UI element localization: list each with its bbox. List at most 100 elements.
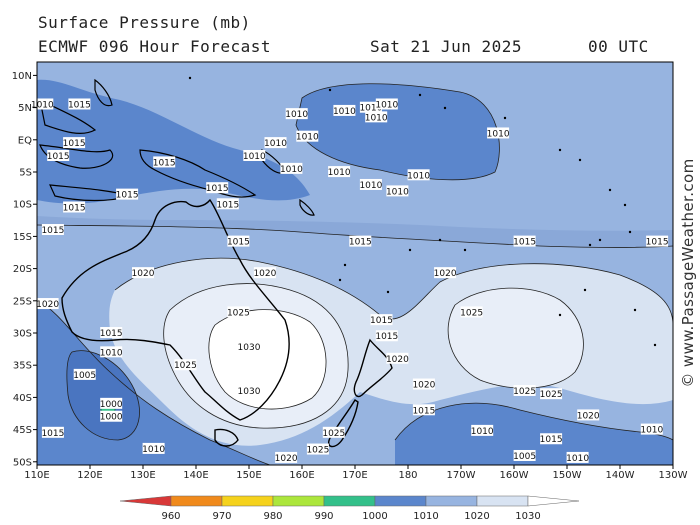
svg-text:1010: 1010 <box>264 139 287 149</box>
isobar-label: 1010 <box>566 451 589 464</box>
legend-value: 1010 <box>413 511 438 522</box>
svg-text:1015: 1015 <box>41 226 64 236</box>
legend-value: 980 <box>263 511 282 522</box>
svg-text:1000: 1000 <box>100 400 123 410</box>
isobar-label: 1020 <box>275 451 298 464</box>
isobar-label: 1015 <box>68 98 91 110</box>
svg-text:1020: 1020 <box>36 300 59 310</box>
legend-swatch <box>170 495 223 507</box>
svg-text:1010: 1010 <box>487 129 510 139</box>
svg-text:1015: 1015 <box>513 238 536 248</box>
svg-text:1010: 1010 <box>386 187 409 197</box>
svg-text:1015: 1015 <box>63 139 86 149</box>
isobar-label: 1010 <box>365 111 388 123</box>
isobar-label: 1015 <box>47 149 70 162</box>
svg-text:1015: 1015 <box>47 152 70 162</box>
isobar-label: 1025 <box>306 443 329 456</box>
svg-text:1015: 1015 <box>153 158 176 168</box>
svg-text:1010: 1010 <box>285 110 308 120</box>
svg-text:1015: 1015 <box>375 332 398 342</box>
lat-label: 50S <box>13 457 32 468</box>
coastline-australia <box>61 198 290 447</box>
isobar-label: 1030 <box>238 384 261 397</box>
svg-text:1010: 1010 <box>407 171 430 181</box>
svg-text:1010: 1010 <box>31 100 54 110</box>
svg-text:1020: 1020 <box>275 454 298 464</box>
lat-label: 45S <box>13 425 32 436</box>
svg-text:1010: 1010 <box>365 113 388 123</box>
legend-value: 960 <box>161 511 180 522</box>
isobar-labels: 1015 1015 1015 1015 1015 1020 1020 1020 1020 1025… <box>31 98 669 464</box>
svg-text:1010: 1010 <box>243 152 266 162</box>
lon-label: 150W <box>553 470 582 481</box>
isobar-label: 1010 <box>359 178 383 191</box>
svg-text:1010: 1010 <box>280 165 303 175</box>
isobar-label: 1015 <box>63 137 86 149</box>
isobar-label: 1010 <box>243 149 266 162</box>
svg-text:1025: 1025 <box>540 390 563 400</box>
lat-label: 10S <box>13 200 32 211</box>
lon-label: 130E <box>130 470 155 481</box>
watermark-text: © www.PassageWeather.com <box>679 158 697 388</box>
legend-swatch <box>323 495 376 507</box>
isobar-label: 1010 <box>407 169 430 181</box>
isobar-label: 1015 <box>41 224 64 236</box>
lat-label: 25S <box>13 296 32 307</box>
isobar-label: 1010 <box>31 98 54 110</box>
isobar-label: 1000 <box>100 397 123 410</box>
isobar-label: 1015 <box>153 156 176 168</box>
isobar-label: 1010 <box>100 346 123 358</box>
isobar-label: 1010 <box>375 98 399 110</box>
forecast-date: Sat 21 Jun 2025 <box>370 37 522 56</box>
isobar-label: 1010 <box>640 423 664 436</box>
svg-text:1015: 1015 <box>216 200 239 210</box>
svg-text:1005: 1005 <box>73 371 96 381</box>
isobar-label: 1015 <box>63 201 86 213</box>
legend-value: 970 <box>212 511 231 522</box>
isobar-label: 1015 <box>41 426 64 439</box>
isobar-label: 1010 <box>285 108 308 120</box>
isobar-label: 1025 <box>227 306 250 318</box>
isobar-label: 1005 <box>513 449 536 462</box>
isobar-label: 1025 <box>460 306 483 318</box>
svg-text:1030: 1030 <box>238 387 261 397</box>
svg-text:1025: 1025 <box>174 361 197 371</box>
svg-text:1015: 1015 <box>370 316 393 326</box>
svg-text:1010: 1010 <box>375 100 398 110</box>
isobar-label: 1025 <box>322 426 345 439</box>
svg-text:1015: 1015 <box>206 184 229 194</box>
legend-value: 990 <box>314 511 333 522</box>
isobar-label: 1015 <box>116 188 139 201</box>
isobar-label: 1025 <box>540 388 563 400</box>
isobar-label: 1015 <box>370 314 393 326</box>
svg-text:1005: 1005 <box>513 452 536 462</box>
svg-text:1010: 1010 <box>328 168 351 178</box>
svg-text:1025: 1025 <box>513 387 536 397</box>
isobar-label: 1010 <box>264 137 287 149</box>
svg-text:1015: 1015 <box>116 191 139 201</box>
svg-text:1010: 1010 <box>100 348 123 358</box>
svg-text:1000: 1000 <box>100 413 123 423</box>
isobar-label: 1005 <box>73 368 96 381</box>
lon-label: 110E <box>24 470 49 481</box>
lon-label: 140E <box>183 470 208 481</box>
lon-label: 170E <box>342 470 367 481</box>
pressure-color-legend: 960 970 980 990 1000 1010 1020 1030 <box>119 495 580 522</box>
svg-text:1015: 1015 <box>227 238 250 248</box>
isobar-label: 1015 <box>100 327 123 339</box>
svg-text:1020: 1020 <box>386 355 409 365</box>
svg-text:1015: 1015 <box>68 100 91 110</box>
svg-text:1015: 1015 <box>349 238 372 248</box>
svg-text:1025: 1025 <box>460 308 483 318</box>
isobar-label: 1015 <box>412 404 435 416</box>
isobar-label: 1010 <box>471 424 494 437</box>
isobar-label: 1010 <box>333 104 356 117</box>
isobar-label: 1020 <box>434 267 457 279</box>
legend-arrow-high <box>527 495 580 507</box>
isobar-label: 1015 <box>513 235 536 248</box>
legend-swatch <box>476 495 529 507</box>
isobar-label: 1015 <box>206 182 229 194</box>
svg-text:1020: 1020 <box>132 269 155 279</box>
svg-text:1020: 1020 <box>577 411 600 421</box>
